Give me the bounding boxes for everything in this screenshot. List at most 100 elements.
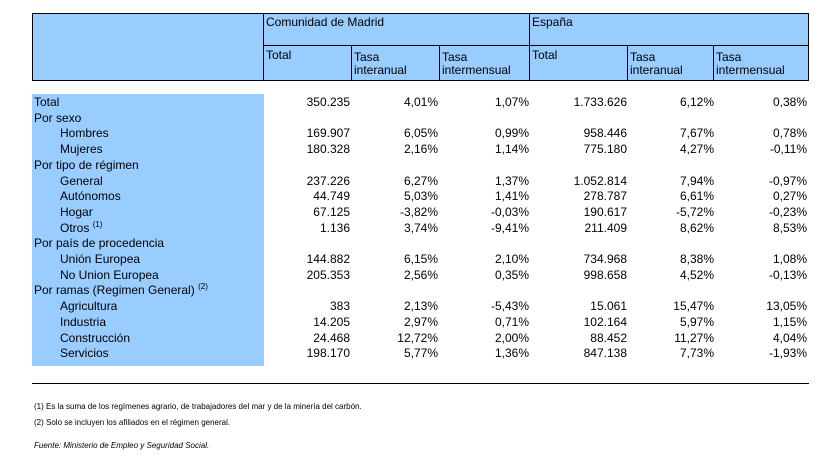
row-label-text: Por ramas (Regimen General) [34, 283, 195, 298]
table-cell: 4,01% [403, 95, 438, 109]
table-cell: 1,37% [494, 173, 529, 188]
header-bottom-border [32, 80, 809, 81]
header-divider [351, 45, 352, 81]
header-divider [529, 13, 530, 81]
footnote-2: (2) Solo se incluyen los afiliados en el… [34, 418, 231, 427]
row-label: Servicios [60, 346, 109, 361]
footnote-marker: (2) [198, 282, 208, 292]
table-cell: 4,27% [679, 142, 714, 157]
table-cell: 2,00% [494, 330, 529, 345]
table-cell: 3,74% [403, 220, 438, 235]
group-header-madrid: Comunidad de Madrid [266, 15, 385, 29]
footnote-marker: (1) [92, 219, 103, 229]
table-cell: 350.235 [306, 95, 350, 109]
table-row: Industria 14.205 2,97% 0,71% 102.164 5,97% 1,1… [0, 315, 828, 330]
table-cell: 1.052.814 [573, 173, 627, 188]
row-label-text: Otros [60, 220, 90, 235]
row-label-text: Industria [60, 314, 107, 329]
table-cell: 0,27% [772, 189, 807, 204]
row-label: Por país de procedencia [34, 236, 164, 251]
col-header-espana-interanual: Tasa interanual [630, 50, 683, 77]
table-cell: 0,38% [772, 95, 807, 109]
table-cell: 1,41% [494, 189, 529, 204]
col-header-espana-intermensual: Tasa intermensual [716, 50, 785, 77]
table-row: Agricultura 383 2,13% -5,43% 15.061 15,47% 13,… [0, 299, 828, 314]
table-cell: 67.125 [313, 204, 350, 219]
table-row: Total 350.235 4,01% 1,07% 1.733.626 6,12% 0,38… [0, 95, 828, 110]
table-cell: 775.180 [583, 142, 627, 157]
table-cell: 278.787 [583, 189, 627, 204]
table-cell: -9,41% [490, 220, 529, 235]
row-label: No Union Europea [60, 268, 159, 283]
row-label-text: Hogar [60, 204, 93, 219]
table-cell: 11,27% [674, 330, 714, 345]
table-cell: 13,05% [766, 299, 807, 314]
table-row: Mujeres 180.328 2,16% 1,14% 775.180 4,27% -0,1… [0, 142, 828, 157]
row-label-text: Total [34, 95, 60, 109]
header-divider [439, 45, 440, 81]
header-divider [627, 45, 628, 81]
table-row: Por país de procedencia [0, 236, 828, 251]
row-label-text: Servicios [60, 346, 109, 361]
table-cell: 15,47% [673, 299, 714, 314]
row-label: Construcción [60, 331, 130, 346]
table-cell: 6,05% [403, 126, 438, 141]
table-cell: -3,82% [399, 204, 438, 219]
table-cell: 5,03% [403, 189, 438, 204]
header-divider [263, 13, 264, 81]
header-top-border [32, 13, 809, 14]
table-cell: 1,14% [494, 142, 529, 157]
row-label-text: Por sexo [34, 110, 82, 125]
row-label-column [32, 94, 264, 366]
table-row: Construcción 24.468 12,72% 2,00% 88.452 11,27… [0, 331, 828, 346]
table-row: General 237.226 6,27% 1,37% 1.052.814 7,94% -0… [0, 174, 828, 189]
footnote-1: (1) Es la suma de los regímenes agrario,… [34, 402, 362, 411]
header-right-border [808, 13, 809, 81]
table-row: Por sexo [0, 111, 828, 126]
table-cell: 12,72% [397, 330, 438, 345]
header-mid-border [263, 45, 809, 46]
table-cell: 1.136 [319, 220, 350, 235]
row-label: General [60, 174, 103, 189]
table-cell: 88.452 [590, 330, 627, 345]
table-cell: 144.882 [306, 252, 350, 266]
table-cell: 7,73% [679, 346, 714, 361]
table-cell: 180.328 [306, 142, 350, 157]
table-cell: -0,11% [769, 142, 807, 157]
row-label: Otros (1) [60, 219, 103, 236]
row-label-text: Por país de procedencia [34, 236, 165, 251]
table-cell: 734.968 [583, 252, 627, 266]
table-cell: 7,67% [679, 126, 714, 141]
row-label-text: Por tipo de régimen [34, 157, 139, 172]
table-cell: 1,15% [772, 314, 807, 329]
table-row: No Union Europea 205.353 2,56% 0,35% 998.658… [0, 268, 828, 283]
table-cell: 8,53% [772, 220, 807, 235]
table-cell: 5,77% [403, 346, 438, 361]
table-cell: 0,99% [494, 126, 529, 141]
table-cell: 169.907 [306, 126, 350, 141]
table-row: Por ramas (Regimen General) (2) [0, 283, 828, 298]
table-row: Hombres 169.907 6,05% 0,99% 958.446 7,67% 0,78… [0, 126, 828, 141]
table-cell: 205.353 [306, 267, 350, 282]
table-cell: -1,93% [768, 346, 807, 361]
row-label-text: Agricultura [60, 299, 118, 314]
table-cell: 0,35% [494, 267, 529, 282]
table-row: Hogar 67.125 -3,82% -0,03% 190.617 -5,72% -0,2… [0, 205, 828, 220]
table-cell: 4,04% [772, 330, 807, 345]
row-label: Unión Europea [60, 252, 140, 267]
table-cell: 14.205 [313, 314, 350, 329]
table-cell: 1,07% [494, 95, 529, 109]
row-label: Por tipo de régimen [34, 158, 139, 173]
table-cell: 6,15% [403, 252, 438, 266]
col-header-madrid-total: Total [266, 48, 292, 62]
table-cell: 1.733.626 [573, 95, 627, 109]
table-cell: 998.658 [583, 267, 627, 282]
col-header-madrid-interanual: Tasa interanual [354, 50, 407, 77]
row-label-text: Construcción [60, 330, 131, 345]
row-label: Por sexo [34, 111, 81, 126]
row-label-text: Unión Europea [60, 252, 141, 266]
table-cell: 1,08% [772, 252, 807, 266]
table-row: Servicios 198.170 5,77% 1,36% 847.138 7,73% -1… [0, 346, 828, 361]
header-left-border [32, 13, 33, 81]
col-header-madrid-intermensual: Tasa intermensual [442, 50, 511, 77]
